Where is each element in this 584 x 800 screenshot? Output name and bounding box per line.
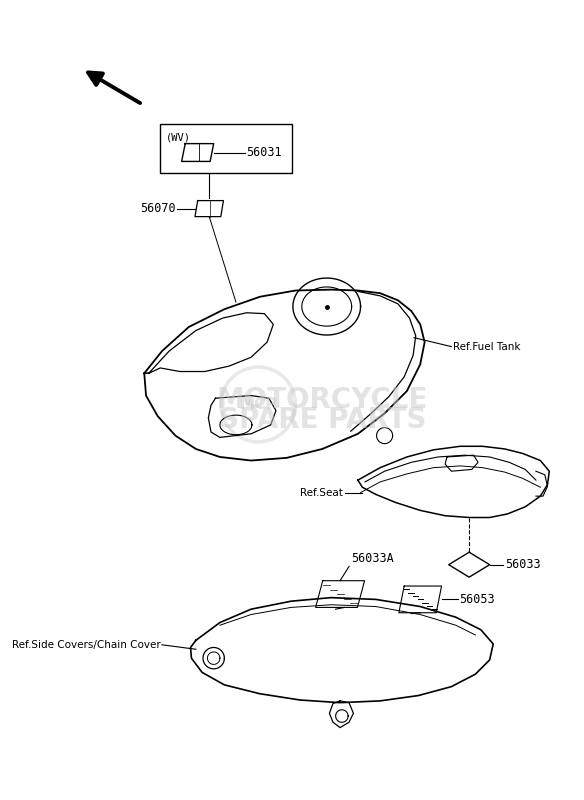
Text: MOTORCYCLE: MOTORCYCLE — [217, 386, 428, 414]
Text: (WV): (WV) — [166, 133, 190, 143]
Text: Ref.Fuel Tank: Ref.Fuel Tank — [453, 342, 521, 351]
Text: 56033: 56033 — [505, 558, 540, 571]
Bar — [160, 124, 292, 173]
Text: 56031: 56031 — [246, 146, 282, 159]
Text: 56053: 56053 — [460, 593, 495, 606]
Text: SPARE PARTS: SPARE PARTS — [218, 406, 426, 434]
Text: Ref.Side Covers/Chain Cover: Ref.Side Covers/Chain Cover — [12, 640, 160, 650]
Text: 56070: 56070 — [140, 202, 175, 215]
Text: Ref.Seat: Ref.Seat — [300, 487, 343, 498]
Text: MCP: MCP — [239, 397, 277, 412]
Text: 56033A: 56033A — [351, 552, 394, 565]
